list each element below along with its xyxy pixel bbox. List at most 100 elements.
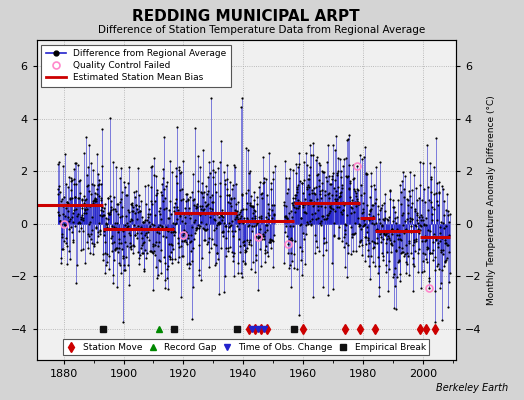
Point <box>213 210 221 217</box>
Point <box>352 248 360 254</box>
Point <box>176 164 184 170</box>
Point <box>116 164 125 171</box>
Point <box>390 270 398 277</box>
Point <box>340 226 348 233</box>
Point <box>371 262 379 269</box>
Point <box>180 238 189 244</box>
Point <box>379 230 388 236</box>
Point <box>166 198 174 204</box>
Point <box>85 202 94 208</box>
Point <box>386 196 394 202</box>
Point <box>365 263 374 269</box>
Point <box>339 207 347 214</box>
Point <box>218 229 226 236</box>
Point <box>249 210 257 216</box>
Point <box>376 207 385 213</box>
Point <box>388 231 397 237</box>
Point <box>235 220 243 226</box>
Point <box>208 209 216 216</box>
Point <box>117 246 126 252</box>
Point <box>291 192 299 198</box>
Point <box>334 235 342 242</box>
Point <box>162 224 170 230</box>
Point <box>285 210 293 216</box>
Point <box>228 228 237 234</box>
Point <box>298 190 307 196</box>
Point <box>200 205 208 212</box>
Point <box>206 214 214 220</box>
Point <box>440 262 448 269</box>
Point <box>259 231 267 237</box>
Point <box>80 200 89 206</box>
Point <box>382 262 390 268</box>
Point <box>169 220 178 226</box>
Point <box>248 259 257 265</box>
Point <box>372 164 380 170</box>
Point <box>80 193 88 200</box>
Point <box>252 252 260 258</box>
Point <box>220 210 228 216</box>
Point <box>193 201 201 208</box>
Point <box>231 206 239 213</box>
Point <box>228 218 236 224</box>
Point <box>342 222 351 228</box>
Point <box>113 201 122 208</box>
Point <box>390 204 398 210</box>
Point <box>237 213 246 220</box>
Point <box>301 196 309 202</box>
Point <box>341 240 350 247</box>
Point <box>260 232 269 239</box>
Point <box>399 248 407 255</box>
Point <box>385 258 393 264</box>
Point <box>388 226 397 233</box>
Point <box>347 251 355 257</box>
Point <box>130 232 139 238</box>
Point <box>244 187 253 194</box>
Point <box>181 220 190 226</box>
Point <box>325 210 333 216</box>
Point <box>108 240 116 246</box>
Point <box>383 216 391 222</box>
Point <box>101 250 109 256</box>
Point <box>163 214 172 221</box>
Point <box>144 211 152 217</box>
Point <box>261 247 269 253</box>
Point <box>410 237 418 244</box>
Point <box>395 232 403 238</box>
Point <box>64 200 72 206</box>
Point <box>442 257 451 263</box>
Point <box>185 211 193 218</box>
Point <box>113 248 122 255</box>
Point <box>411 248 420 254</box>
Point <box>187 231 195 238</box>
Point <box>388 242 396 248</box>
Point <box>439 247 447 253</box>
Point <box>190 202 199 208</box>
Point <box>336 190 344 196</box>
Point <box>419 250 428 257</box>
Point <box>435 189 443 195</box>
Point <box>138 219 147 225</box>
Point <box>347 210 355 216</box>
Point <box>179 253 187 259</box>
Point <box>210 227 218 234</box>
Point <box>291 209 299 216</box>
Point <box>203 191 212 197</box>
Point <box>319 169 327 175</box>
Point <box>265 206 273 212</box>
Point <box>170 208 178 214</box>
Point <box>100 232 108 238</box>
Point <box>62 240 71 246</box>
Point <box>222 244 231 251</box>
Point <box>109 206 117 212</box>
Point <box>258 218 266 224</box>
Point <box>406 168 414 175</box>
Point <box>309 140 317 147</box>
Point <box>245 241 253 247</box>
Point <box>239 238 247 245</box>
Point <box>438 267 446 274</box>
Point <box>165 253 173 259</box>
Point <box>358 252 366 258</box>
Point <box>140 232 149 238</box>
Point <box>280 158 289 164</box>
